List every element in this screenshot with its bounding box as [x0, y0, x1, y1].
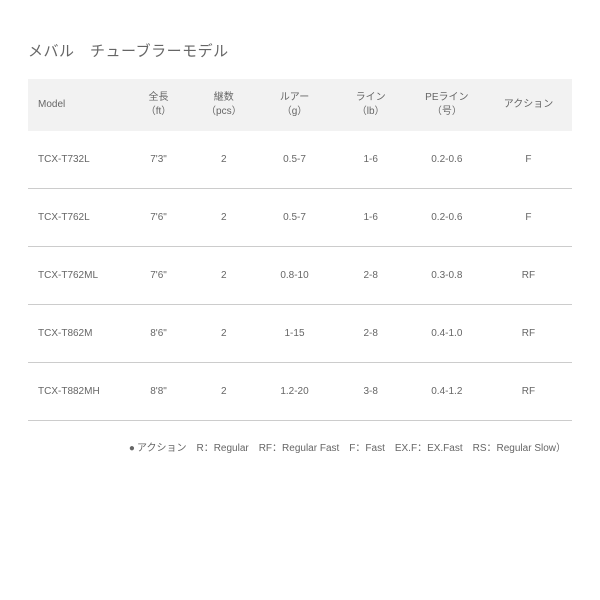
table-cell: F: [485, 189, 572, 247]
table-cell: RF: [485, 247, 572, 305]
table-cell: 1-15: [256, 305, 332, 363]
table-cell: 2: [191, 189, 256, 247]
col-lure: ルアー（g）: [256, 79, 332, 131]
col-line: ライン（lb）: [333, 79, 409, 131]
table-cell: 8'8": [126, 363, 191, 421]
table-cell: 2-8: [333, 305, 409, 363]
table-cell: 0.8-10: [256, 247, 332, 305]
table-cell: 1-6: [333, 189, 409, 247]
table-cell: TCX-T732L: [28, 131, 126, 189]
table-cell: RF: [485, 363, 572, 421]
spec-table: Model 全長（ft） 継数（pcs） ルアー（g） ライン（lb） PEライ…: [28, 79, 572, 421]
table-cell: 7'6": [126, 189, 191, 247]
table-cell: 3-8: [333, 363, 409, 421]
table-cell: 0.5-7: [256, 189, 332, 247]
table-row: TCX-T762ML7'6"20.8-102-80.3-0.8RF: [28, 247, 572, 305]
table-row: TCX-T862M8'6"21-152-80.4-1.0RF: [28, 305, 572, 363]
table-cell: 0.2-0.6: [409, 189, 485, 247]
table-cell: 1-6: [333, 131, 409, 189]
table-row: TCX-T762L7'6"20.5-71-60.2-0.6F: [28, 189, 572, 247]
table-cell: 0.4-1.2: [409, 363, 485, 421]
col-peline: PEライン（号）: [409, 79, 485, 131]
table-cell: 2: [191, 305, 256, 363]
table-cell: RF: [485, 305, 572, 363]
table-row: TCX-T882MH8'8"21.2-203-80.4-1.2RF: [28, 363, 572, 421]
table-cell: 7'3": [126, 131, 191, 189]
table-body: TCX-T732L7'3"20.5-71-60.2-0.6FTCX-T762L7…: [28, 131, 572, 421]
table-cell: 7'6": [126, 247, 191, 305]
table-cell: 0.5-7: [256, 131, 332, 189]
legend-bullet: ●: [129, 443, 135, 454]
table-cell: 2: [191, 247, 256, 305]
table-cell: TCX-T862M: [28, 305, 126, 363]
col-length: 全長（ft）: [126, 79, 191, 131]
table-cell: 2-8: [333, 247, 409, 305]
table-cell: TCX-T762L: [28, 189, 126, 247]
table-cell: 2: [191, 131, 256, 189]
table-cell: 0.2-0.6: [409, 131, 485, 189]
table-cell: F: [485, 131, 572, 189]
col-action: アクション: [485, 79, 572, 131]
legend-text: アクション R：Regular RF：Regular Fast F：Fast E…: [137, 443, 566, 454]
legend: ●アクション R：Regular RF：Regular Fast F：Fast …: [28, 439, 572, 454]
table-cell: TCX-T882MH: [28, 363, 126, 421]
table-cell: 2: [191, 363, 256, 421]
table-cell: TCX-T762ML: [28, 247, 126, 305]
table-cell: 8'6": [126, 305, 191, 363]
col-pieces: 継数（pcs）: [191, 79, 256, 131]
table-row: TCX-T732L7'3"20.5-71-60.2-0.6F: [28, 131, 572, 189]
col-model: Model: [28, 79, 126, 131]
table-header-row: Model 全長（ft） 継数（pcs） ルアー（g） ライン（lb） PEライ…: [28, 79, 572, 131]
table-cell: 1.2-20: [256, 363, 332, 421]
table-cell: 0.3-0.8: [409, 247, 485, 305]
table-cell: 0.4-1.0: [409, 305, 485, 363]
page-title: メバル チューブラーモデル: [28, 40, 572, 61]
